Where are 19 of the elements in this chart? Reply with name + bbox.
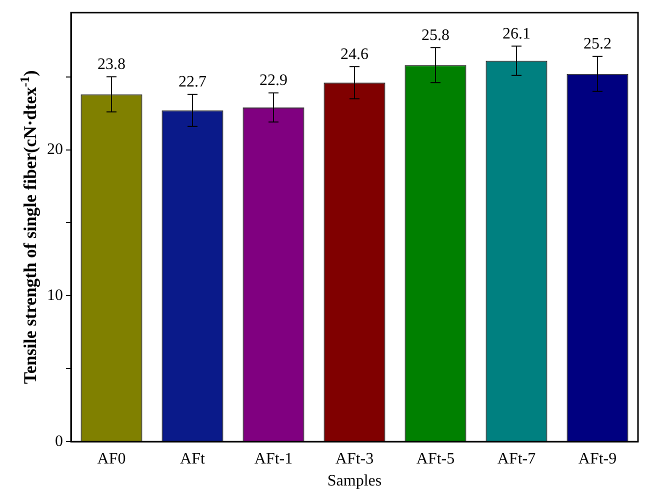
data-label: 25.2 — [584, 36, 612, 53]
y-tick-label: 20 — [47, 140, 63, 158]
x-tick-label: AFt-7 — [497, 450, 536, 468]
x-tick-label: AFt-1 — [254, 450, 293, 468]
data-label: 26.1 — [502, 25, 530, 42]
x-tick-label: AFt — [180, 450, 206, 468]
data-label: 24.6 — [340, 46, 368, 63]
x-tick-label: AFt-3 — [335, 450, 374, 468]
data-label: 22.9 — [260, 72, 288, 90]
y-axis-title: Tensile strength of single fiber(cN·dtex-1) — [17, 70, 40, 384]
data-label: 22.7 — [178, 74, 206, 91]
x-tick-label: AFt-9 — [578, 450, 617, 468]
x-tick-label: AF0 — [97, 450, 126, 468]
y-tick-label: 10 — [47, 286, 63, 304]
x-axis-title: Samples — [327, 472, 382, 490]
y-tick-label: 0 — [55, 432, 63, 450]
data-label: 25.8 — [422, 26, 450, 44]
data-label: 23.8 — [98, 56, 126, 74]
x-tick-label: AFt-5 — [416, 450, 455, 468]
